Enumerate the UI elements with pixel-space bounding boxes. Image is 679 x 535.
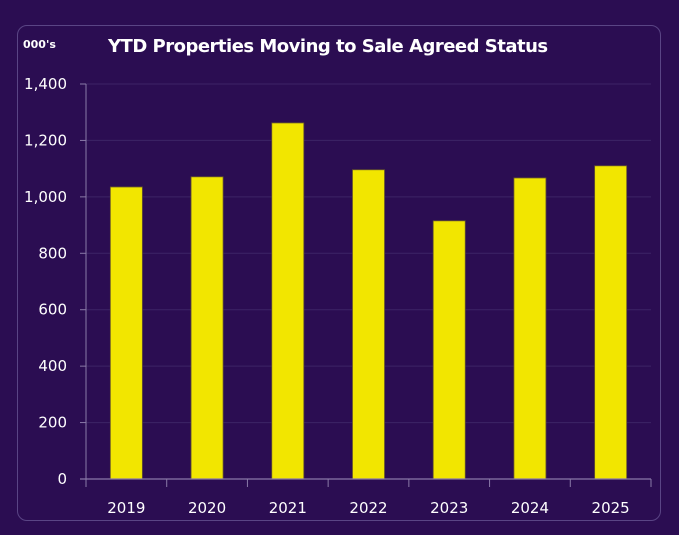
x-tick-label: 2023 [430, 499, 468, 517]
x-tick-label: 2021 [269, 499, 307, 517]
x-tick-label: 2025 [592, 499, 630, 517]
y-tick-label: 1,000 [24, 188, 67, 206]
y-tick-label: 1,200 [24, 131, 67, 149]
y-tick-label: 1,400 [24, 75, 67, 93]
chart-title: YTD Properties Moving to Sale Agreed Sta… [108, 36, 548, 57]
y-tick-label: 400 [38, 357, 67, 375]
y-axis-unit-label: 000's [23, 38, 56, 51]
x-tick-label: 2024 [511, 499, 549, 517]
x-tick-label: 2020 [188, 499, 226, 517]
bar-2022 [352, 169, 385, 480]
bar-2019 [109, 186, 143, 480]
chart-frame [17, 25, 661, 521]
x-tick-label: 2019 [107, 499, 145, 517]
y-tick-label: 0 [57, 470, 67, 488]
bar-2025 [594, 165, 628, 480]
y-tick-label: 800 [38, 244, 67, 262]
y-tick-label: 200 [38, 414, 67, 432]
bar-2024 [513, 177, 547, 480]
bar-2020 [190, 176, 224, 480]
y-tick-label: 600 [38, 301, 67, 319]
bar-2021 [271, 122, 305, 480]
x-tick-label: 2022 [349, 499, 387, 517]
bar-2023 [432, 220, 466, 480]
